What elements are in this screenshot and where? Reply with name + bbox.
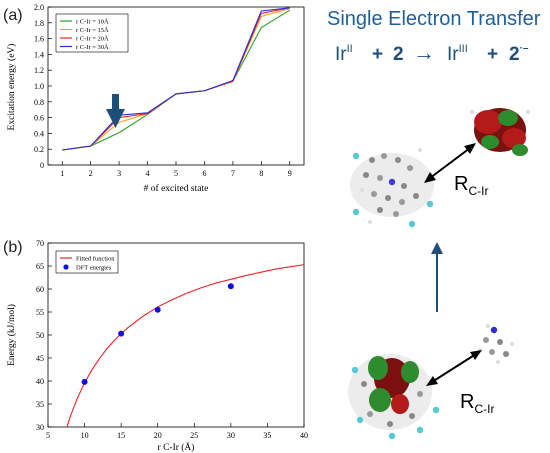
legend-label-fit: Fitted function [76,256,115,263]
right-panel: Single Electron Transfer IrII + 2 → IrII… [327,8,541,440]
eq-ir-iii: IrIII [447,43,468,65]
panel-b-legend-box [55,250,119,274]
series-line-4 [62,7,290,151]
panel-a-legend-box [55,13,129,53]
distance-arrow-bottom-icon [426,350,482,386]
y-tick-label: 30 [36,423,44,432]
eq-reactant-2: 2 [393,44,404,65]
set-title: Single Electron Transfer [327,8,541,30]
y-tick-label: 60 [36,285,44,294]
y-tick-label: 0.6 [34,114,44,123]
down-arrow-icon [106,94,125,128]
y-tick-label: 45 [36,354,44,363]
y-tick-label: 35 [36,400,44,409]
fitted-function-line [66,264,305,428]
panel-a-y-axis: 0 0.2 0.4 0.6 0.8 1.0 1.2 1.4 1.6 1.8 2.0 [34,3,52,170]
y-tick-label: 1.0 [34,82,44,91]
x-tick-label: 4 [146,169,150,178]
reaction-equation: IrII + 2 → IrIII + 2·– [335,40,529,65]
eq-arrow: → [413,40,435,65]
eq-plus-2: + [487,44,498,65]
panel-a-label: (a) [3,7,23,24]
ir-complex-bottom [348,354,440,440]
panel-b-x-axis-label: r C-Ir (Å) [158,441,195,453]
y-tick-label: 0 [40,161,44,170]
y-tick-label: 0.2 [34,145,44,154]
ir-complex-top [350,148,434,228]
eq-ir-ii: IrII [335,43,353,65]
legend-label-20: r C-Ir = 20Å [76,35,109,43]
x-tick-label: 10 [81,431,89,440]
dft-point [227,283,234,290]
dft-point [154,306,161,313]
x-tick-label: 20 [154,431,162,440]
dft-point [81,378,88,385]
x-tick-label: 8 [259,169,263,178]
panel-a-legend: r C-Ir = 10Å r C-Ir = 15Å r C-Ir = 20Å r… [55,13,129,53]
x-tick-label: 1 [60,169,64,178]
r-label-bottom: RC-Ir [460,391,494,416]
panel-b-series [66,264,305,428]
y-tick-label: 40 [36,377,44,386]
y-tick-label: 1.8 [34,19,44,28]
eq-product-2: 2·– [509,43,529,65]
dft-point [118,330,125,337]
x-tick-label: 7 [231,169,235,178]
x-tick-label: 6 [202,169,206,178]
y-tick-label: 1.2 [34,66,44,75]
x-tick-label: 15 [117,431,125,440]
panel-b-label: (b) [3,239,23,256]
legend-label-30: r C-Ir = 30Å [76,43,109,51]
panel-b-legend: Fitted function DFT energies [55,250,119,274]
y-tick-label: 1.6 [34,35,44,44]
legend-label-dft: DFT energies [76,265,112,272]
panel-a-x-axis-label: # of excited state [144,183,209,194]
x-tick-label: 5 [174,169,178,178]
y-tick-label: 1.4 [34,50,44,59]
y-tick-label: 50 [36,331,44,340]
y-tick-label: 2.0 [34,3,44,12]
x-tick-label: 2 [89,169,93,178]
panel-a-y-axis-label: Excitation energy (eV) [6,44,17,131]
x-tick-label: 35 [263,431,271,440]
y-tick-label: 70 [36,239,44,248]
panel-b-y-axis-label: Energy (kJ/mol) [6,304,17,366]
legend-label-10: r C-Ir = 10Å [76,18,109,26]
y-tick-label: 0.4 [34,129,44,138]
panel-b-x-axis: 5 10 15 20 25 30 35 40 [46,423,308,440]
panel-a: (a) 0 0.2 0.4 0.6 0.8 1.0 1.2 1.4 1.6 1.8 2.0 1 2 3 4… [3,3,305,194]
y-tick-label: 65 [36,262,44,271]
small-molecule-bottom-right [478,324,514,364]
x-tick-label: 40 [300,431,308,440]
legend-label-15: r C-Ir = 15Å [76,26,109,34]
panel-b: (b) 30 35 40 45 50 55 60 65 70 5 10 15 20 25 30 35 40 E… [3,239,308,453]
distance-arrow-top-icon [424,143,476,183]
x-tick-label: 5 [46,431,50,440]
up-arrow-icon [431,242,443,312]
legend-swatch-dft [63,264,69,270]
x-tick-label: 9 [288,169,292,178]
panel-a-series [62,7,291,151]
x-tick-label: 25 [190,431,198,440]
r-label-top: RC-Ir [454,173,488,198]
eq-plus-1: + [372,44,383,65]
y-tick-label: 55 [36,308,44,317]
orbital-top-right [470,108,530,156]
panel-a-x-axis: 1 2 3 4 5 6 7 8 9 [60,161,292,178]
x-tick-label: 30 [227,431,235,440]
x-tick-label: 3 [117,169,121,178]
panel-b-y-axis: 30 35 40 45 50 55 60 65 70 [36,239,52,432]
y-tick-label: 0.8 [34,98,44,107]
